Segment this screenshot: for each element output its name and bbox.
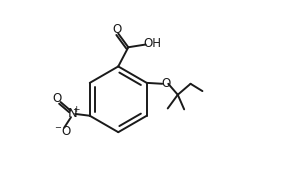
Text: O: O [161,77,170,90]
Text: +: + [72,105,80,114]
Text: O: O [112,23,122,36]
Text: $^{-}$O: $^{-}$O [54,125,72,138]
Text: OH: OH [144,37,162,50]
Text: N: N [68,107,77,119]
Text: O: O [52,92,62,105]
